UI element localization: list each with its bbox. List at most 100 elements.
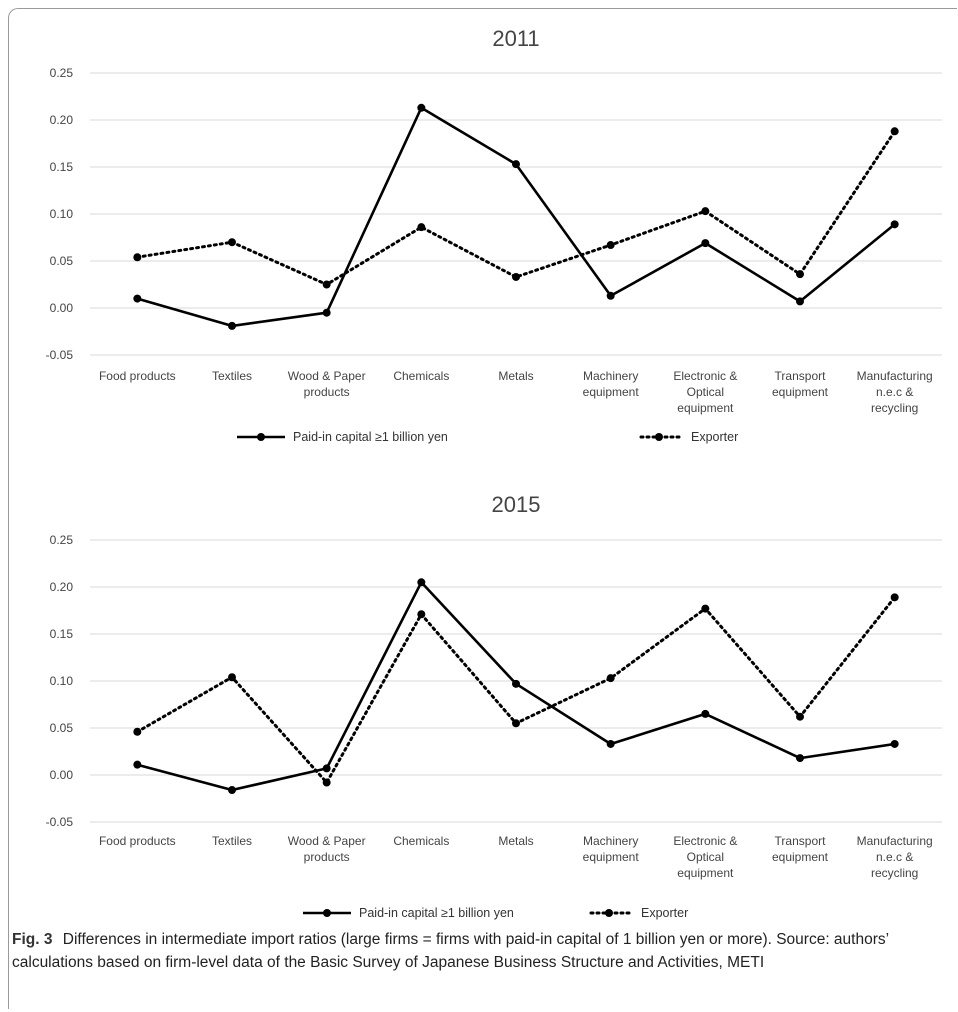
x-tick-label: Electronic & Optical equipment xyxy=(673,834,737,880)
caption-label: Fig. 3 xyxy=(12,931,53,948)
y-tick-label: 0.10 xyxy=(50,207,74,221)
x-tick-label: Machinery equipment xyxy=(583,834,640,864)
x-tick-label-line: Electronic & xyxy=(673,369,737,383)
figure-frame xyxy=(8,8,957,1009)
figure-charts: 2011 0.25 0.20 0.15 0.10 0.05 0.00 -0.05 Food pr… xyxy=(46,26,942,920)
x-tick-label-line: Electronic & xyxy=(673,834,737,848)
y-tick-label: 0.25 xyxy=(50,66,74,80)
data-point xyxy=(228,786,236,795)
x-tick-label: Machinery equipment xyxy=(583,369,640,399)
y-tick-label: 0.20 xyxy=(50,580,74,594)
chart-title: 2015 xyxy=(492,492,541,517)
data-point xyxy=(606,241,615,250)
legend-label: Paid-in capital ≥1 billion yen xyxy=(293,430,448,444)
data-point xyxy=(322,778,331,787)
y-tick-label: 0.25 xyxy=(50,533,74,547)
figure-caption: Fig. 3 Differences in intermediate impor… xyxy=(12,928,952,974)
data-point xyxy=(322,280,331,289)
data-point xyxy=(606,674,615,683)
x-tick-label: Transport equipment xyxy=(772,369,829,399)
data-point xyxy=(417,223,426,232)
legend-label: Paid-in capital ≥1 billion yen xyxy=(359,906,514,920)
x-tick-label-line: Manufacturing xyxy=(857,369,933,383)
data-point xyxy=(606,291,615,300)
chart-title: 2011 xyxy=(492,26,539,51)
x-tick-label-line: n.e.c & xyxy=(876,385,913,399)
x-tick-label-line: products xyxy=(304,385,350,399)
data-point xyxy=(228,321,236,330)
x-tick-label: Metals xyxy=(498,369,533,383)
data-point xyxy=(512,719,520,728)
x-tick-label: Manufacturing n.e.c & recycling xyxy=(857,834,933,880)
x-tick-label-line: Machinery xyxy=(583,369,638,383)
x-tick-label-line: equipment xyxy=(772,385,829,399)
x-tick-label: Electronic & Optical equipment xyxy=(673,369,737,415)
x-tick-label-line: equipment xyxy=(772,850,829,864)
x-tick-label-line: Chemicals xyxy=(393,834,449,848)
x-tick-label-line: Metals xyxy=(498,369,533,383)
x-tick-label-line: Food products xyxy=(99,834,176,848)
data-point xyxy=(606,739,615,748)
data-point xyxy=(417,610,426,619)
y-tick-label: 0.10 xyxy=(50,674,74,688)
legend-swatch-marker xyxy=(605,909,613,917)
x-tick-label: Food products xyxy=(99,369,176,383)
x-tick-label-line: Manufacturing xyxy=(857,834,933,848)
data-point xyxy=(512,679,520,688)
data-point xyxy=(796,297,804,306)
data-point xyxy=(890,220,899,229)
x-tick-label-line: Chemicals xyxy=(393,369,449,383)
x-tick-label-line: Textiles xyxy=(212,369,252,383)
x-tick-label: Textiles xyxy=(212,834,252,848)
data-point xyxy=(796,712,804,721)
x-tick-label-line: equipment xyxy=(677,401,734,415)
y-tick-label: -0.05 xyxy=(46,815,74,829)
series-line-exporter xyxy=(135,595,897,784)
data-point xyxy=(512,272,520,281)
legend-label: Exporter xyxy=(641,906,688,920)
data-point xyxy=(796,754,804,763)
data-point xyxy=(228,673,236,682)
data-point xyxy=(133,727,142,736)
x-tick-label-line: Optical xyxy=(687,385,724,399)
x-tick-label: Food products xyxy=(99,834,176,848)
x-tick-label: Wood & Paper products xyxy=(288,834,366,864)
x-tick-label: Chemicals xyxy=(393,834,449,848)
series-line-exporter xyxy=(135,129,897,286)
legend-swatch-marker xyxy=(257,433,265,441)
x-tick-label-line: Metals xyxy=(498,834,533,848)
x-tick-label-line: Food products xyxy=(99,369,176,383)
y-tick-label: 0.15 xyxy=(50,627,74,641)
x-tick-label-line: Optical xyxy=(687,850,724,864)
x-tick-label-line: n.e.c & xyxy=(876,850,913,864)
x-tick-label: Textiles xyxy=(212,369,252,383)
data-point xyxy=(322,764,331,773)
caption-text: Differences in intermediate import ratio… xyxy=(12,931,889,971)
data-point xyxy=(701,604,710,613)
data-point xyxy=(228,238,236,247)
chart-0: 2011 0.25 0.20 0.15 0.10 0.05 0.00 -0.05 Food pr… xyxy=(46,26,942,444)
x-tick-label-line: equipment xyxy=(583,385,640,399)
data-point xyxy=(417,103,426,112)
data-point xyxy=(890,127,899,136)
data-point xyxy=(796,270,804,279)
y-tick-label: 0.00 xyxy=(50,301,74,315)
x-tick-label: Chemicals xyxy=(393,369,449,383)
y-tick-label: 0.05 xyxy=(50,721,74,735)
data-point xyxy=(890,593,899,602)
y-tick-label: 0.05 xyxy=(50,254,74,268)
series-line-paid-in-capital xyxy=(136,106,896,328)
x-tick-label-line: Wood & Paper xyxy=(288,834,366,848)
data-point xyxy=(133,760,142,769)
data-point xyxy=(322,308,331,317)
data-point xyxy=(701,239,710,248)
x-tick-label-line: Textiles xyxy=(212,834,252,848)
data-point xyxy=(512,160,520,169)
x-tick-label-line: Transport xyxy=(775,369,827,383)
x-tick-label-line: Machinery xyxy=(583,834,638,848)
x-tick-label: Transport equipment xyxy=(772,834,829,864)
x-tick-label-line: recycling xyxy=(871,401,918,415)
x-tick-label-line: equipment xyxy=(677,866,734,880)
data-point xyxy=(417,578,426,587)
legend-swatch-marker xyxy=(655,433,663,441)
